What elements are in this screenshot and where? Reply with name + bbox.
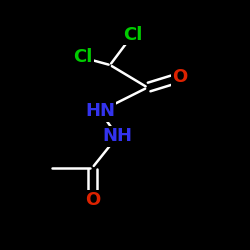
Text: NH: NH (102, 127, 132, 145)
Text: O: O (172, 68, 188, 86)
Text: Cl: Cl (73, 48, 92, 66)
Text: O: O (85, 191, 100, 209)
Text: HN: HN (85, 102, 115, 120)
Text: Cl: Cl (123, 26, 142, 44)
